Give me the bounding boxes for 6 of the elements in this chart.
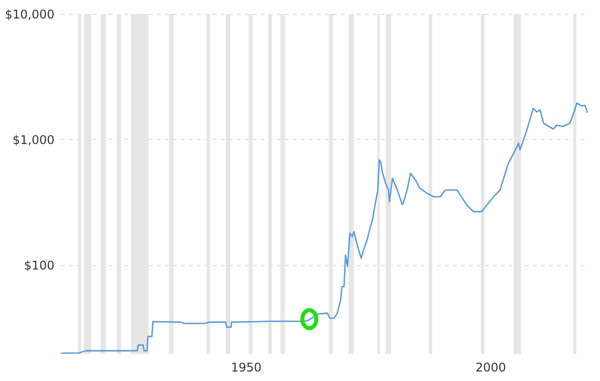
x-tick-label: 2000 <box>475 360 506 374</box>
line-series <box>60 102 588 354</box>
x-tick-label: 1950 <box>231 360 262 374</box>
y-tick-label: $100 <box>24 258 54 272</box>
y-tick-label: $10,000 <box>4 8 54 22</box>
y-tick-label: $1,000 <box>12 132 54 147</box>
